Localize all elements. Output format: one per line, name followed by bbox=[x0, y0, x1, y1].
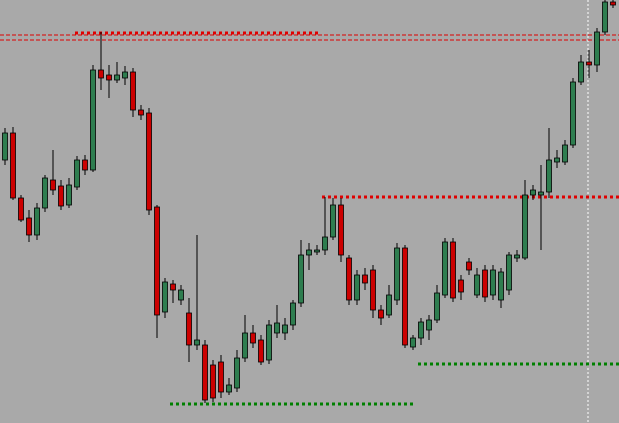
candle-body bbox=[218, 361, 224, 393]
candle-body bbox=[234, 357, 240, 389]
candle-body bbox=[562, 144, 568, 163]
candle-body bbox=[274, 322, 280, 334]
candle-body bbox=[178, 289, 184, 301]
candle-body bbox=[602, 1, 608, 33]
candle-body bbox=[298, 254, 304, 304]
candle-body bbox=[226, 384, 232, 393]
candle-body bbox=[474, 274, 480, 296]
candle-body bbox=[498, 271, 504, 301]
candle-body bbox=[522, 194, 528, 259]
candle-body bbox=[570, 81, 576, 146]
candle-body bbox=[346, 257, 352, 301]
candle-body bbox=[378, 309, 384, 319]
candle-body bbox=[610, 1, 616, 6]
candle-body bbox=[434, 292, 440, 321]
candle-body bbox=[58, 185, 64, 207]
candle-body bbox=[290, 302, 296, 326]
candle-body bbox=[594, 31, 600, 66]
candle-body bbox=[154, 206, 160, 316]
candle-body bbox=[362, 274, 368, 284]
candle-body bbox=[66, 184, 72, 206]
candle-body bbox=[122, 71, 128, 79]
candle-body bbox=[306, 249, 312, 256]
candle-body bbox=[578, 61, 584, 83]
candle-body bbox=[506, 254, 512, 291]
candle-body bbox=[2, 132, 8, 161]
candle-body bbox=[410, 337, 416, 348]
candle-body bbox=[242, 332, 248, 359]
candle-body bbox=[18, 197, 24, 221]
candle-body bbox=[42, 177, 48, 209]
candle-body bbox=[130, 71, 136, 111]
candle-body bbox=[90, 69, 96, 171]
candle-body bbox=[530, 189, 536, 196]
candle-body bbox=[26, 217, 32, 236]
candle-body bbox=[170, 283, 176, 291]
candle-body bbox=[34, 207, 40, 236]
candle-body bbox=[554, 157, 560, 163]
candle-body bbox=[258, 339, 264, 363]
candle-body bbox=[330, 204, 336, 238]
candle-body bbox=[386, 294, 392, 316]
candle-body bbox=[458, 279, 464, 293]
candle-body bbox=[426, 319, 432, 331]
candle-body bbox=[482, 269, 488, 298]
candle-body bbox=[354, 274, 360, 301]
candle-body bbox=[50, 179, 56, 191]
candle-body bbox=[186, 312, 192, 346]
candle-body bbox=[546, 159, 552, 193]
candle-body bbox=[586, 61, 592, 66]
candle-body bbox=[370, 269, 376, 311]
candle-body bbox=[210, 364, 216, 399]
candle-body bbox=[450, 241, 456, 299]
candle-body bbox=[146, 112, 152, 211]
candle-body bbox=[162, 281, 168, 313]
candle-body bbox=[138, 109, 144, 116]
candle-body bbox=[106, 74, 112, 81]
candle-body bbox=[74, 159, 80, 188]
candle-body bbox=[10, 132, 16, 199]
candle-body bbox=[314, 249, 320, 253]
candle-body bbox=[202, 344, 208, 401]
candle-body bbox=[114, 74, 120, 81]
candle-body bbox=[322, 236, 328, 251]
candle-body bbox=[98, 69, 104, 79]
candle-body bbox=[394, 247, 400, 301]
candle-body bbox=[514, 254, 520, 259]
candle-body bbox=[250, 332, 256, 344]
candle-body bbox=[538, 191, 544, 196]
candle-body bbox=[418, 321, 424, 339]
candle-body bbox=[338, 204, 344, 256]
candle-body bbox=[466, 261, 472, 271]
candle-body bbox=[490, 269, 496, 296]
candle-body bbox=[442, 241, 448, 296]
candle-body bbox=[266, 324, 272, 361]
candle-body bbox=[194, 339, 200, 346]
candle-body bbox=[402, 247, 408, 346]
candle-body bbox=[82, 159, 88, 171]
candle-body bbox=[282, 324, 288, 334]
